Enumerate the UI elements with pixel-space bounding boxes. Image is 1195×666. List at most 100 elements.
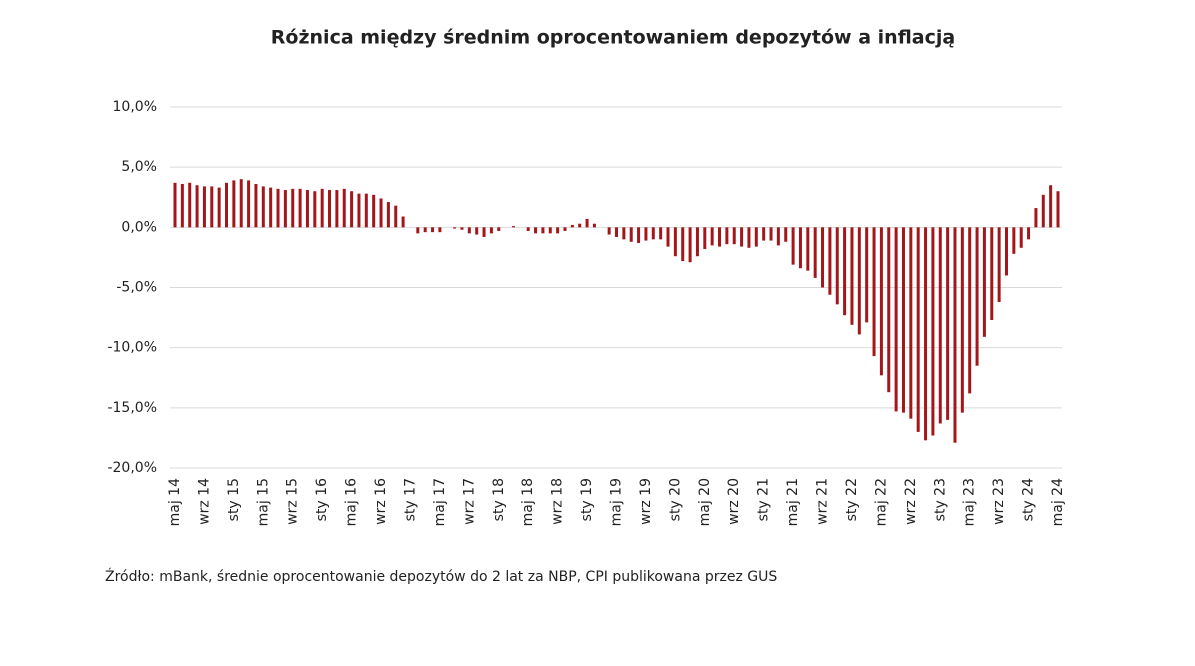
y-tick-label: 5,0% — [121, 159, 157, 175]
bar — [453, 227, 457, 229]
bar — [637, 227, 641, 243]
bar — [710, 227, 714, 246]
bar — [350, 191, 354, 228]
bar — [592, 223, 596, 228]
bar — [879, 227, 883, 376]
bar — [497, 227, 501, 231]
x-tick-label: wrz 14 — [196, 478, 212, 525]
bar — [651, 227, 655, 240]
bar — [556, 227, 560, 234]
bar — [217, 187, 221, 228]
bar — [394, 205, 398, 228]
bar — [320, 188, 324, 228]
bar — [894, 227, 898, 412]
bar — [798, 227, 802, 269]
bar — [960, 227, 964, 413]
x-tick-label: maj 18 — [520, 478, 536, 526]
y-tick-label: -5,0% — [116, 280, 157, 296]
bar — [975, 227, 979, 366]
x-tick-label: sty 18 — [491, 478, 507, 521]
bar — [938, 227, 942, 424]
bar — [482, 227, 486, 237]
bar — [776, 227, 780, 246]
bar — [968, 227, 972, 394]
bar — [372, 194, 376, 228]
x-tick-label: wrz 23 — [991, 478, 1007, 525]
bar — [1049, 185, 1053, 228]
bar — [887, 227, 891, 393]
bar — [909, 227, 913, 419]
bar — [762, 227, 766, 241]
bar — [313, 191, 317, 228]
x-tick-label: maj 14 — [167, 478, 183, 526]
bar — [585, 218, 589, 228]
bar — [195, 185, 199, 228]
bar — [791, 227, 795, 265]
bar — [328, 190, 332, 228]
bar — [261, 186, 265, 228]
bar — [953, 227, 957, 443]
bar — [872, 227, 876, 357]
bar — [423, 227, 427, 233]
bar — [188, 182, 192, 228]
bar — [475, 227, 479, 235]
bar — [438, 227, 442, 233]
bar — [210, 186, 214, 228]
bar — [511, 226, 515, 228]
bar — [718, 227, 722, 247]
x-tick-label: maj 24 — [1050, 478, 1066, 526]
bar — [386, 202, 390, 228]
bar — [283, 190, 287, 228]
y-tick-label: -15,0% — [107, 400, 157, 416]
bar — [990, 227, 994, 320]
bar — [1041, 194, 1045, 228]
bar — [548, 227, 552, 234]
bar — [740, 227, 744, 247]
x-tick-label: maj 23 — [962, 478, 978, 526]
x-tick-label: sty 19 — [579, 478, 595, 521]
bar — [534, 227, 538, 234]
x-tick-label: wrz 18 — [550, 478, 566, 525]
bar — [916, 227, 920, 432]
bar — [305, 190, 309, 228]
bar — [1027, 227, 1031, 240]
bar — [291, 188, 295, 228]
bar — [901, 227, 905, 413]
bar — [865, 227, 869, 323]
bar — [335, 190, 339, 228]
bar — [431, 227, 435, 233]
bar — [673, 227, 677, 257]
bar — [924, 227, 928, 441]
x-tick-label: sty 20 — [667, 478, 683, 521]
x-tick-label: maj 15 — [255, 478, 271, 526]
bar — [850, 227, 854, 325]
bar — [784, 227, 788, 242]
bar — [342, 188, 346, 228]
bar — [357, 193, 361, 228]
bar — [681, 227, 685, 262]
bar — [1034, 208, 1038, 228]
bar — [821, 227, 825, 288]
bar — [1012, 227, 1016, 254]
bar — [379, 198, 383, 228]
bar — [806, 227, 810, 271]
x-tick-label: sty 15 — [226, 478, 242, 521]
x-tick-label: maj 19 — [609, 478, 625, 526]
bar — [180, 184, 184, 228]
bar — [225, 182, 229, 228]
bar — [401, 216, 405, 228]
bar — [269, 187, 273, 228]
bar — [254, 184, 258, 228]
bar — [247, 180, 251, 228]
bar — [276, 188, 280, 228]
x-tick-label: wrz 19 — [638, 478, 654, 525]
bar — [1004, 227, 1008, 276]
bar — [644, 227, 648, 241]
x-tick-label: wrz 21 — [815, 478, 831, 525]
bar — [813, 227, 817, 278]
bar — [931, 227, 935, 436]
bar — [416, 227, 420, 234]
bar — [828, 227, 832, 295]
bar — [364, 193, 368, 228]
